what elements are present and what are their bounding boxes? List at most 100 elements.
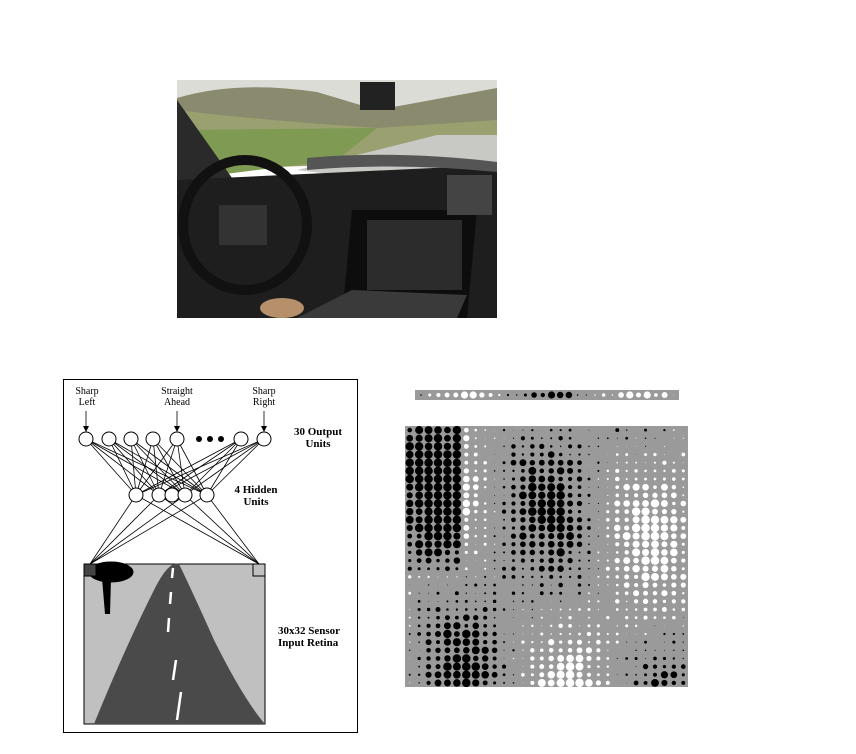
weight-dot — [641, 556, 650, 565]
weight-dot — [465, 592, 467, 594]
weight-dot — [680, 573, 687, 580]
weight-dot — [463, 533, 470, 539]
weight-dot — [567, 492, 573, 498]
weight-dot — [661, 679, 668, 686]
weight-dot — [597, 673, 600, 677]
weight-dot — [443, 523, 452, 533]
weight-dot — [522, 625, 524, 627]
weight-dot — [437, 600, 439, 602]
weight-dot — [472, 655, 479, 662]
weight-dot — [626, 446, 628, 447]
weight-dot — [503, 681, 506, 684]
weight-dot — [502, 542, 506, 547]
weight-dot — [559, 608, 562, 611]
weight-dot — [474, 509, 478, 514]
weight-dot — [511, 542, 516, 547]
weight-dot — [418, 575, 421, 578]
weight-dot — [624, 591, 629, 596]
weight-dot — [474, 518, 477, 521]
weight-dot — [587, 550, 591, 555]
weight-dot — [406, 524, 413, 532]
weight-dot — [511, 444, 516, 449]
weight-dot — [616, 625, 618, 627]
weight-dot — [520, 500, 526, 506]
weight-dot — [597, 519, 599, 521]
weight-dot — [557, 655, 565, 662]
weight-dot — [588, 576, 590, 578]
weight-dot — [558, 558, 563, 563]
weight-dot — [537, 507, 547, 516]
weight-dot — [502, 428, 506, 432]
label-sharp-right: Sharp Right — [252, 386, 276, 408]
weight-dot — [588, 445, 590, 448]
weight-dot — [587, 518, 591, 522]
weight-dot — [414, 474, 424, 484]
weight-dot — [635, 454, 637, 455]
weight-dot — [671, 582, 677, 588]
weight-dot — [660, 524, 669, 532]
weight-dot — [539, 664, 545, 670]
weight-dot — [483, 477, 487, 481]
weight-dot — [606, 616, 610, 620]
weight-dot — [472, 500, 479, 507]
weight-dot — [540, 648, 544, 653]
weight-dot — [539, 550, 545, 555]
weight-dot — [578, 551, 581, 554]
weight-dot — [556, 483, 565, 492]
weight-dot — [482, 631, 488, 637]
weight-dot — [577, 574, 582, 579]
weight-dot — [623, 565, 630, 572]
weight-dot — [539, 558, 544, 563]
weight-dot — [433, 531, 443, 541]
weight-dot — [443, 629, 452, 639]
weight-dot — [484, 575, 487, 578]
weight-dot — [519, 491, 527, 500]
weight-dot — [407, 533, 413, 539]
weight-dot — [463, 475, 470, 483]
weight-dot — [607, 551, 609, 553]
weight-dot — [588, 502, 590, 505]
weight-dot — [624, 550, 629, 555]
weight-dot — [626, 682, 628, 684]
weight-dot — [642, 483, 649, 491]
weight-dot — [567, 485, 573, 490]
weight-dot — [484, 584, 487, 587]
weight-dot — [426, 647, 431, 653]
weight-dot — [548, 655, 554, 662]
hidden-weights-grid — [405, 426, 688, 687]
weight-dot — [521, 592, 525, 595]
weight-dot — [671, 574, 677, 580]
weight-dot — [547, 475, 555, 483]
weight-dot — [408, 649, 411, 652]
weight-dot — [424, 442, 433, 451]
weight-dot — [452, 458, 461, 467]
weight-dot — [653, 485, 657, 490]
weight-dot — [493, 568, 496, 570]
weight-dot — [611, 394, 614, 396]
weight-dot — [444, 615, 450, 621]
weight-dot — [491, 647, 498, 654]
weight-dot — [408, 575, 412, 579]
weight-dot — [464, 599, 468, 603]
weight-dot — [462, 507, 471, 516]
weight-dot — [453, 532, 461, 540]
weight-dot — [633, 590, 640, 597]
weight-dot — [452, 515, 462, 525]
weight-dot — [540, 616, 543, 619]
weight-dot — [625, 624, 629, 628]
weight-dot — [605, 566, 610, 571]
weight-dot — [547, 451, 555, 458]
weight-dot — [597, 584, 600, 586]
weight-dot — [493, 535, 496, 538]
weight-dot — [671, 468, 676, 473]
weight-dot — [633, 557, 639, 564]
weight-dot — [473, 452, 478, 457]
weight-dot — [632, 540, 640, 548]
weight-dot — [597, 527, 599, 529]
weight-dot — [519, 532, 527, 540]
weight-dot — [472, 630, 480, 638]
weight-dot — [632, 548, 641, 557]
weight-dot — [443, 622, 451, 630]
weight-dot — [473, 615, 479, 621]
weight-dot — [502, 673, 506, 677]
